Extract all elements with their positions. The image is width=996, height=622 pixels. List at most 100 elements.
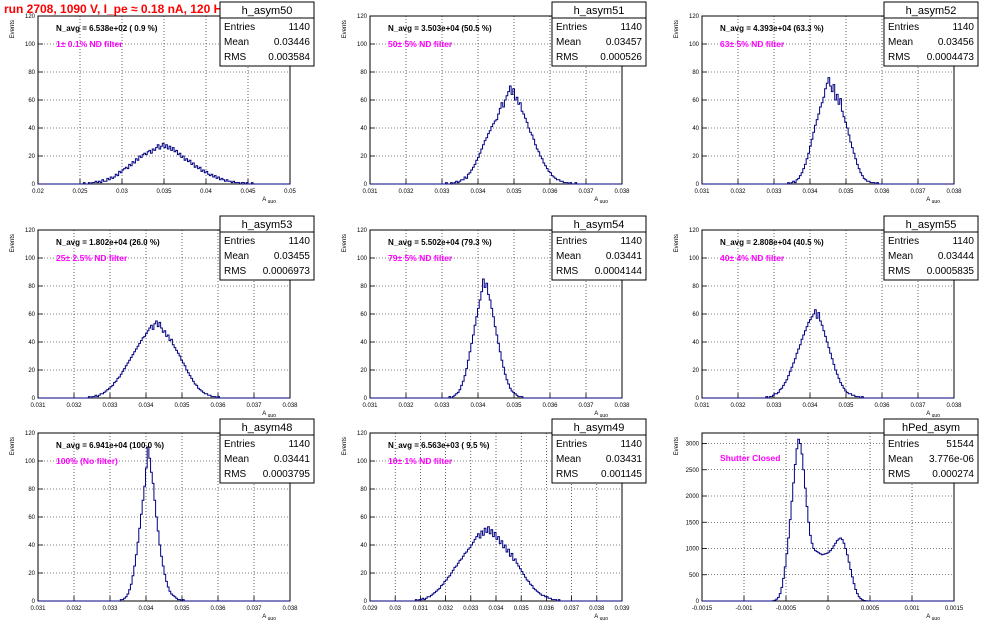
y-tick-label: 60 bbox=[360, 98, 367, 104]
x-tick-label: 0.034 bbox=[470, 189, 486, 195]
y-axis-label: Events bbox=[10, 437, 16, 455]
panel-title: N_avg = 6.941e+04 (100.0 %) bbox=[56, 441, 164, 450]
y-tick-label: 60 bbox=[28, 98, 35, 104]
stats-label-entries: Entries bbox=[888, 22, 919, 33]
y-tick-label: 40 bbox=[28, 126, 35, 132]
x-tick-label: 0.033 bbox=[434, 403, 450, 409]
filter-annotation: Shutter Closed bbox=[720, 453, 780, 463]
histogram-name: h_asym54 bbox=[574, 219, 625, 231]
x-tick-label: 0.03 bbox=[116, 189, 128, 195]
x-axis-label: A uuo bbox=[594, 197, 608, 205]
x-tick-label: 0.031 bbox=[362, 189, 378, 195]
stats-value-mean: 0.03444 bbox=[938, 251, 975, 262]
x-tick-label: 0.038 bbox=[614, 403, 630, 409]
x-tick-label: 0.033 bbox=[102, 606, 118, 612]
y-tick-label: 0 bbox=[32, 599, 36, 605]
stats-label-mean: Mean bbox=[224, 454, 249, 465]
y-tick-label: 20 bbox=[28, 368, 35, 374]
y-tick-label: 40 bbox=[360, 340, 367, 346]
x-tick-label: 0.036 bbox=[210, 606, 226, 612]
stats-label-entries: Entries bbox=[888, 236, 919, 247]
plot-frame bbox=[37, 229, 291, 399]
y-tick-label: 120 bbox=[357, 14, 368, 20]
stats-box bbox=[883, 215, 979, 281]
x-tick-label: 0.038 bbox=[614, 189, 630, 195]
histogram-line-hPed_asym bbox=[702, 438, 954, 602]
y-tick-label: 2000 bbox=[686, 494, 700, 500]
stats-value-rms: 0.0005835 bbox=[927, 266, 975, 277]
stats-value-rms: 0.000274 bbox=[932, 469, 974, 480]
x-tick-label: 0.034 bbox=[138, 606, 154, 612]
panel-title: N_avg = 6.538e+02 ( 0.9 %) bbox=[56, 24, 158, 33]
histogram-name: h_asym50 bbox=[242, 5, 293, 17]
y-tick-label: 20 bbox=[692, 154, 699, 160]
plot-frame bbox=[701, 229, 955, 399]
y-tick-label: 100 bbox=[25, 256, 36, 262]
x-tick-label: 0.033 bbox=[463, 606, 479, 612]
y-axis-label: Events bbox=[342, 234, 348, 252]
x-tick-label: 0.037 bbox=[246, 403, 262, 409]
x-tick-label: 0.033 bbox=[766, 403, 782, 409]
y-tick-label: 500 bbox=[689, 573, 700, 579]
histogram-line-h_asym52 bbox=[702, 77, 954, 185]
panel-title: N_avg = 3.503e+04 (50.5 %) bbox=[388, 24, 492, 33]
histogram-panel-h_asym49: 0.029 0.03 0.031 0.032 0.033 0.034 0.035 0.036 0… bbox=[342, 418, 647, 622]
stats-label-rms: RMS bbox=[888, 469, 911, 480]
x-tick-label: 0.001 bbox=[904, 606, 920, 612]
x-tick-label: 0.033 bbox=[766, 189, 782, 195]
stats-value-entries: 1140 bbox=[288, 22, 310, 33]
filter-annotation: 25± 2.5% ND filter bbox=[56, 253, 128, 263]
y-tick-label: 60 bbox=[28, 312, 35, 318]
y-tick-label: 20 bbox=[692, 368, 699, 374]
stats-box bbox=[551, 1, 647, 67]
x-tick-label: 0.032 bbox=[730, 403, 746, 409]
stats-value-rms: 0.000526 bbox=[600, 52, 642, 63]
y-axis-label: Events bbox=[342, 20, 348, 38]
y-tick-label: 120 bbox=[25, 431, 36, 437]
histogram-panel-hPed_asym: -0.0015 -0.001 -0.0005 0 0.0005 0.001 0.0015 0 5… bbox=[674, 418, 979, 622]
x-axis-label: A uuo bbox=[594, 411, 608, 419]
x-tick-label: 0.034 bbox=[488, 606, 504, 612]
y-tick-label: 3000 bbox=[686, 442, 700, 448]
y-tick-label: 20 bbox=[360, 154, 367, 160]
y-tick-label: 100 bbox=[689, 256, 700, 262]
y-axis-label: Events bbox=[674, 437, 680, 455]
x-tick-label: 0.037 bbox=[910, 403, 926, 409]
stats-label-rms: RMS bbox=[224, 266, 247, 277]
y-tick-label: 40 bbox=[28, 340, 35, 346]
stats-value-mean: 0.03441 bbox=[274, 454, 311, 465]
stats-label-entries: Entries bbox=[556, 439, 587, 450]
y-tick-label: 40 bbox=[692, 340, 699, 346]
x-tick-label: 0.031 bbox=[413, 606, 429, 612]
y-tick-label: 100 bbox=[689, 42, 700, 48]
x-tick-label: 0.036 bbox=[874, 189, 890, 195]
stats-value-mean: 0.03441 bbox=[606, 251, 643, 262]
y-tick-label: 80 bbox=[28, 284, 35, 290]
y-tick-label: 20 bbox=[28, 571, 35, 577]
histogram-panel-h_asym54: 0.031 0.032 0.033 0.034 0.035 0.036 0.037 0.038… bbox=[342, 215, 647, 419]
stats-box bbox=[883, 1, 979, 67]
y-tick-label: 60 bbox=[28, 515, 35, 521]
stats-label-rms: RMS bbox=[556, 469, 579, 480]
y-tick-label: 100 bbox=[357, 42, 368, 48]
filter-annotation: 79± 5% ND filter bbox=[388, 253, 453, 263]
x-axis-label: A uuo bbox=[262, 614, 276, 622]
filter-annotation: 40± 4% ND filter bbox=[720, 253, 785, 263]
stats-value-entries: 1140 bbox=[620, 22, 642, 33]
y-tick-label: 40 bbox=[28, 543, 35, 549]
stats-label-mean: Mean bbox=[556, 251, 581, 262]
stats-box bbox=[219, 418, 315, 484]
stats-box bbox=[219, 1, 315, 67]
panel-title: N_avg = 5.502e+04 (79.3 %) bbox=[388, 238, 492, 247]
histogram-panel-h_asym48: 0.031 0.032 0.033 0.034 0.035 0.036 0.037 0.038… bbox=[10, 418, 315, 622]
stats-label-rms: RMS bbox=[224, 52, 247, 63]
histogram-panel-h_asym51: 0.031 0.032 0.033 0.034 0.035 0.036 0.037 0.038… bbox=[342, 1, 647, 205]
histogram-line-h_asym49 bbox=[370, 526, 622, 602]
plot-frame bbox=[37, 432, 291, 602]
x-tick-label: 0.03 bbox=[389, 606, 401, 612]
x-tick-label: 0.04 bbox=[200, 189, 212, 195]
plot-frame bbox=[701, 432, 955, 602]
x-tick-label: -0.0015 bbox=[692, 606, 713, 612]
y-tick-label: 120 bbox=[25, 14, 36, 20]
